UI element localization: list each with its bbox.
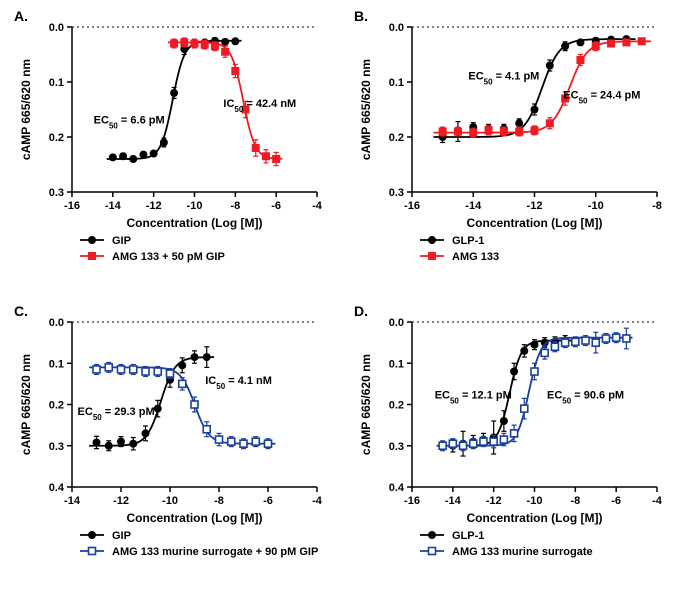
svg-text:-12: -12 [113,495,129,507]
svg-text:0.1: 0.1 [389,77,404,89]
svg-text:0.2: 0.2 [389,132,404,144]
y-axis-label: cAMP 665/620 nm [359,354,373,455]
legend-item: GLP-1 [420,235,484,247]
svg-text:0.0: 0.0 [389,22,404,34]
svg-text:GIP: GIP [112,235,131,247]
svg-text:AMG 133: AMG 133 [452,251,499,263]
svg-text:AMG 133 + 50 pM GIP: AMG 133 + 50 pM GIP [112,251,225,263]
annotation: EC50 = 6.6 pM [94,114,165,130]
svg-text:0.3: 0.3 [389,441,404,453]
x-axis-label: Concentration (Log [M]) [127,216,263,230]
panel-D: D. -16 -14 -12 -10 -8 -6 -4 0.0 0.1 0.2 0.3 0.4 Conce… [350,300,680,590]
svg-text:-10: -10 [162,495,178,507]
y-axis-label: cAMP 665/620 nm [359,59,373,160]
svg-text:0.1: 0.1 [49,358,64,370]
svg-text:-16: -16 [64,200,80,212]
legend-item: AMG 133 murine surrogate + 90 pM GIP [80,546,318,558]
svg-text:-8: -8 [652,200,662,212]
panel-B: B. -16 -14 -12 -10 -8 0.0 0.1 0.2 0.3 Concentratio… [350,5,680,285]
svg-text:0.0: 0.0 [49,22,64,34]
svg-text:0.3: 0.3 [49,441,64,453]
svg-text:-10: -10 [187,200,203,212]
svg-text:-14: -14 [105,200,122,212]
series-gip [107,37,242,162]
svg-text:-10: -10 [527,495,543,507]
legend-item: AMG 133 murine surrogate [420,546,593,558]
svg-text:-12: -12 [527,200,543,212]
legend-item: GLP-1 [420,530,484,542]
panel-label: B. [354,8,368,24]
svg-text:-14: -14 [465,200,482,212]
svg-text:0.3: 0.3 [389,187,404,199]
legend-item: GIP [80,530,131,542]
legend-item: AMG 133 + 50 pM GIP [80,251,225,263]
svg-text:-8: -8 [214,495,224,507]
svg-text:0.0: 0.0 [389,317,404,329]
svg-text:GIP: GIP [112,530,131,542]
svg-text:GLP-1: GLP-1 [452,530,484,542]
svg-text:-4: -4 [312,200,323,212]
svg-text:-12: -12 [486,495,502,507]
panel-label: D. [354,303,368,319]
svg-text:0.2: 0.2 [49,400,64,412]
annotation: EC50 = 24.4 pM [563,90,640,106]
y-axis-label: cAMP 665/620 nm [19,59,33,160]
svg-text:0.2: 0.2 [49,132,64,144]
svg-text:0.1: 0.1 [389,358,404,370]
annotation: EC50 = 4.1 pM [468,70,539,86]
x-axis-label: Concentration (Log [M]) [127,511,263,525]
svg-text:-16: -16 [404,495,420,507]
svg-text:-4: -4 [312,495,323,507]
legend-item: AMG 133 [420,251,499,263]
legend-item: GIP [80,235,131,247]
svg-text:-16: -16 [404,200,420,212]
panel-A: A. -16 -14 -12 -10 -8 -6 -4 0.0 0.1 0.2 0.3 Concentr… [10,5,340,285]
svg-text:0.0: 0.0 [49,317,64,329]
annotation: EC50 = 90.6 pM [547,389,624,405]
svg-text:0.4: 0.4 [389,482,405,494]
annotation: EC50 = 12.1 pM [435,389,512,405]
svg-text:-6: -6 [271,200,281,212]
svg-text:-14: -14 [445,495,462,507]
svg-text:-12: -12 [146,200,162,212]
svg-text:-10: -10 [588,200,604,212]
y-axis-label: cAMP 665/620 nm [19,354,33,455]
panel-label: C. [14,303,28,319]
x-axis-label: Concentration (Log [M]) [467,511,603,525]
svg-text:GLP-1: GLP-1 [452,235,484,247]
annotation: IC50 = 4.1 nM [205,375,272,391]
svg-text:-8: -8 [570,495,580,507]
svg-text:-14: -14 [64,495,81,507]
svg-text:0.1: 0.1 [49,77,64,89]
svg-text:0.4: 0.4 [49,482,65,494]
annotation: IC50 = 42.4 nM [223,98,296,114]
svg-text:0.3: 0.3 [49,187,64,199]
annotation: EC50 = 29.3 pM [78,406,155,422]
panel-label: A. [14,8,28,24]
panel-C: C. -14 -12 -10 -8 -6 -4 0.0 0.1 0.2 0.3 0.4 Concentr… [10,300,340,590]
svg-text:AMG 133 murine surrogate + 90: AMG 133 murine surrogate + 90 pM GIP [112,546,318,558]
x-axis-label: Concentration (Log [M]) [467,216,603,230]
svg-text:-6: -6 [263,495,273,507]
svg-text:-8: -8 [230,200,240,212]
svg-text:0.2: 0.2 [389,400,404,412]
svg-text:AMG 133 murine surrogate: AMG 133 murine surrogate [452,546,593,558]
svg-text:-6: -6 [611,495,621,507]
svg-text:-4: -4 [652,495,663,507]
